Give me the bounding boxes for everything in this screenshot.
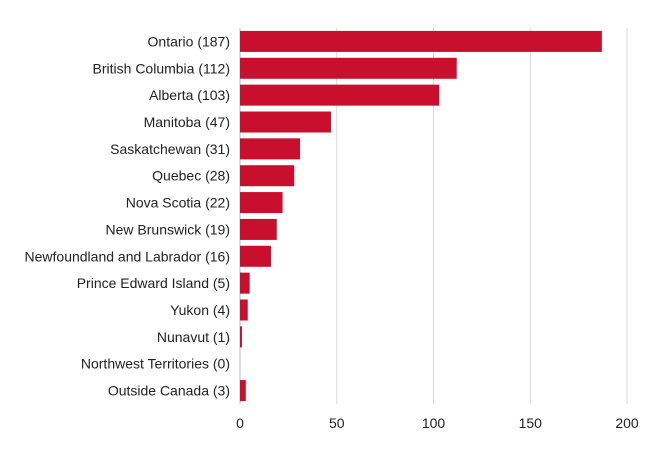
x-tick-label: 0 [236, 415, 244, 431]
category-label: Manitoba (47) [144, 114, 230, 130]
x-tick-label: 150 [519, 415, 543, 431]
bar [240, 218, 277, 240]
bar [240, 192, 283, 214]
bar [240, 380, 246, 402]
bar [240, 272, 250, 294]
category-label: Yukon (4) [170, 302, 230, 318]
category-label: Northwest Territories (0) [81, 356, 230, 372]
bar [240, 138, 300, 160]
bar [240, 57, 457, 79]
bar [240, 245, 271, 267]
x-tick-label: 100 [422, 415, 446, 431]
bar [240, 84, 440, 106]
bar [240, 326, 242, 348]
grid-lines [239, 28, 628, 404]
category-label: Prince Edward Island (5) [77, 275, 230, 291]
bar [240, 30, 602, 52]
category-label: Outside Canada (3) [108, 383, 230, 399]
category-label: Alberta (103) [149, 87, 230, 103]
bar [240, 299, 248, 321]
x-tick-labels: 0 50 100 150 200 [236, 415, 639, 431]
category-label: Nunavut (1) [157, 329, 230, 345]
bar [240, 165, 295, 187]
category-label: Nova Scotia (22) [126, 195, 230, 211]
category-label: Ontario (187) [148, 33, 230, 49]
category-labels: Ontario (187) British Columbia (112) Alber… [25, 33, 230, 398]
category-label: Saskatchewan (31) [110, 141, 230, 157]
category-label: New Brunswick (19) [106, 221, 230, 237]
bar [240, 111, 331, 133]
x-tick-label: 200 [615, 415, 639, 431]
category-label: British Columbia (112) [93, 60, 230, 76]
category-label: Quebec (28) [152, 168, 230, 184]
bars [240, 30, 602, 402]
x-tick-label: 50 [329, 415, 345, 431]
category-label: Newfoundland and Labrador (16) [25, 248, 230, 264]
